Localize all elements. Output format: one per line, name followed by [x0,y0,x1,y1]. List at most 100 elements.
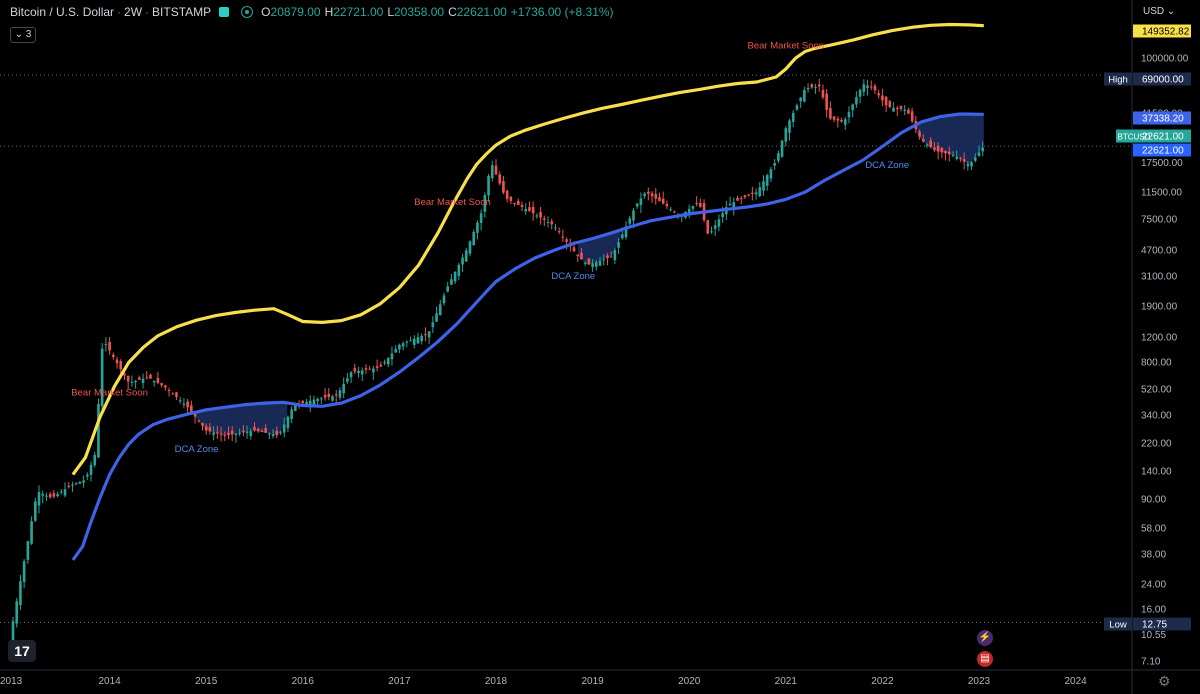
candle-body [661,198,665,204]
time-tick-label: 2022 [871,676,894,687]
candle-body [416,337,420,344]
candle-body [609,256,613,258]
candle-body [881,95,884,101]
candle-body [936,145,940,152]
market-status-icon[interactable] [241,6,254,18]
price-tag [1133,72,1191,86]
candle-body [825,93,828,110]
candle-body [438,304,442,316]
candle-body [264,428,267,433]
high-value: 22721.00 [333,5,384,19]
candle-body [323,394,327,398]
candle-body [483,195,487,212]
candle-body [453,271,457,282]
candle-body [67,485,71,487]
candle-body [331,396,334,401]
indicator-count: 3 [25,29,32,40]
candle-body [647,191,650,194]
candle-body [721,213,724,218]
candle-body [866,85,869,88]
candle-body [468,241,472,254]
tradingview-logo[interactable]: 17 [8,640,36,662]
candle-body [405,341,409,343]
price-tick-label: 220.00 [1141,439,1172,450]
candle-body [279,431,282,433]
candle-body [89,464,93,475]
candle-body [186,401,189,408]
candlesticks [11,78,985,643]
candle-body [554,227,557,229]
candle-body [843,119,847,125]
candle-body [427,331,431,338]
upper-band-line [71,22,984,476]
candle-body [940,147,944,153]
candle-body [706,220,710,234]
candle-body [851,104,854,111]
candle-body [487,175,490,196]
bear-market-annotation: Bear Market Soon [414,197,491,208]
price-tag-value: 22621.00 [1142,146,1184,157]
candle-body [52,493,56,497]
candle-body [420,335,423,342]
candle-body [201,422,204,426]
price-tick-label: 7500.00 [1141,215,1178,226]
candle-body [141,378,145,383]
candle-body [747,194,750,196]
candle-body [788,120,791,133]
candle-body [873,85,877,91]
price-tick-label: 58.00 [1141,524,1166,535]
candle-body [115,359,119,364]
price-tick-label: 17500.00 [1141,158,1183,169]
candle-body [63,489,67,496]
candle-body [892,107,895,112]
candle-body [409,340,412,342]
candle-body [665,203,669,207]
candle-body [970,162,973,167]
candle-body [966,164,970,167]
symbol-tag-label: BTCUSD [1118,133,1151,142]
dca-zone-fill [578,230,621,265]
lightning-icon[interactable]: ⚡ [977,630,993,646]
price-tick-label: 3100.00 [1141,272,1178,283]
candle-body [412,338,416,345]
candle-body [60,491,63,493]
candle-body [379,364,383,367]
candle-body [457,264,461,277]
candle-body [903,109,906,111]
candle-body [829,108,832,119]
candle-body [349,372,353,378]
gear-icon[interactable]: ⚙ [1158,673,1171,689]
candle-body [933,147,936,151]
candle-body [516,200,520,205]
price-tick-label: 520.00 [1141,385,1172,396]
candle-body [832,116,836,120]
price-tick-label: 340.00 [1141,411,1172,422]
indicators-collapse-button[interactable]: ⌄ 3 [10,27,36,43]
price-tags: 149352.82 69000.00 High 37338.20 22621.00 226… [1104,24,1191,631]
candle-body [624,226,628,238]
time-tick-label: 2020 [678,676,701,687]
price-tick-label: 90.00 [1141,495,1166,506]
candle-body [15,601,19,624]
candle-body [472,232,476,245]
candle-body [357,370,360,374]
currency-selector[interactable]: USD ⌄ [1143,6,1176,17]
candle-body [56,494,59,497]
dca-zone-fill [906,114,984,165]
candle-body [765,175,769,186]
candle-body [74,483,78,485]
candle-body [164,385,167,388]
flag-icon[interactable] [219,7,230,17]
candle-body [327,393,331,397]
candle-body [550,221,554,225]
candle-body [543,218,546,220]
dca-zone-annotation: DCA Zone [175,444,219,455]
bear-market-annotation: Bear Market Soon [71,388,148,399]
candle-body [910,111,914,122]
symbol-name[interactable]: Bitcoin / U.S. Dollar [10,5,115,19]
us-flag-icon[interactable]: ▤ [977,651,993,667]
candle-body [907,109,910,114]
interval[interactable]: 2W [124,5,143,19]
candle-body [821,89,825,98]
